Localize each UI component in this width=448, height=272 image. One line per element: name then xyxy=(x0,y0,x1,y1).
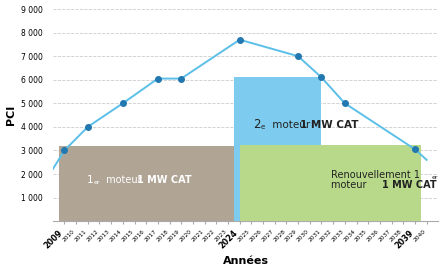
Point xyxy=(154,76,161,81)
Text: moteur: moteur xyxy=(269,119,317,129)
Point xyxy=(318,75,325,80)
Bar xyxy=(240,144,421,221)
Y-axis label: PCI: PCI xyxy=(5,105,16,125)
Text: 2: 2 xyxy=(253,118,261,131)
Text: 1 MW CAT: 1 MW CAT xyxy=(382,180,437,190)
Bar xyxy=(234,78,322,221)
Text: moteur: moteur xyxy=(331,180,373,190)
Point xyxy=(61,148,68,153)
Text: er: er xyxy=(94,180,100,185)
Bar xyxy=(59,146,234,221)
Text: e: e xyxy=(261,124,265,130)
Point xyxy=(341,101,349,106)
Point xyxy=(178,76,185,81)
Text: er: er xyxy=(431,175,438,180)
Text: 1 MW CAT: 1 MW CAT xyxy=(301,119,359,129)
Point xyxy=(236,38,243,42)
Text: Renouvellement 1: Renouvellement 1 xyxy=(331,170,420,180)
Text: 1 MW CAT: 1 MW CAT xyxy=(137,175,191,185)
Text: 1: 1 xyxy=(87,175,94,185)
Point xyxy=(294,54,302,58)
Point xyxy=(119,101,126,106)
Text: moteur: moteur xyxy=(103,175,148,185)
X-axis label: Années: Années xyxy=(223,256,268,267)
Point xyxy=(411,147,418,152)
Point xyxy=(84,125,91,129)
